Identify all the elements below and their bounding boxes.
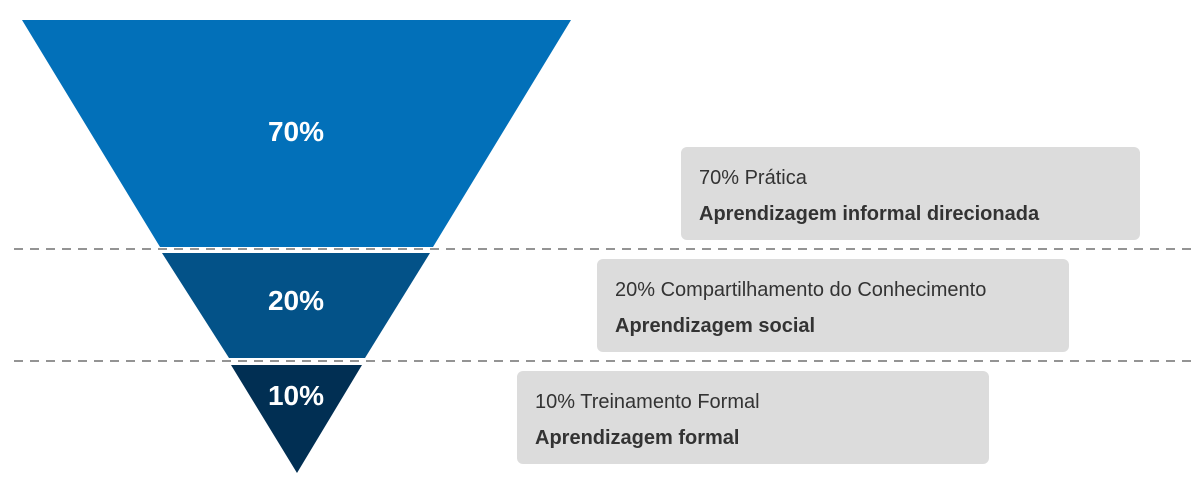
info-box-subtitle: Aprendizagem social	[615, 315, 816, 337]
funnel-segment-10	[231, 365, 362, 473]
funnel-segment-70	[22, 20, 571, 247]
segment-label-20: 20%	[267, 285, 325, 316]
info-box-subtitle: Aprendizagem formal	[535, 427, 740, 449]
info-box-title: 70% Prática	[699, 167, 807, 189]
info-box-title: 10% Treinamento Formal	[535, 391, 760, 413]
info-box-pratica: 70% Prática Aprendizagem informal direci…	[681, 147, 1140, 240]
info-box-treinamento: 10% Treinamento Formal Aprendizagem form…	[517, 371, 989, 464]
funnel-segment-20	[162, 253, 430, 358]
segment-label-10: 10%	[267, 380, 325, 411]
info-box-subtitle: Aprendizagem informal direcionada	[699, 203, 1040, 225]
info-box-title: 20% Compartilhamento do Conhecimento	[615, 279, 987, 301]
segment-label-70: 70%	[267, 116, 325, 147]
info-box-compartilhamento: 20% Compartilhamento do Conhecimento Apr…	[597, 259, 1069, 352]
